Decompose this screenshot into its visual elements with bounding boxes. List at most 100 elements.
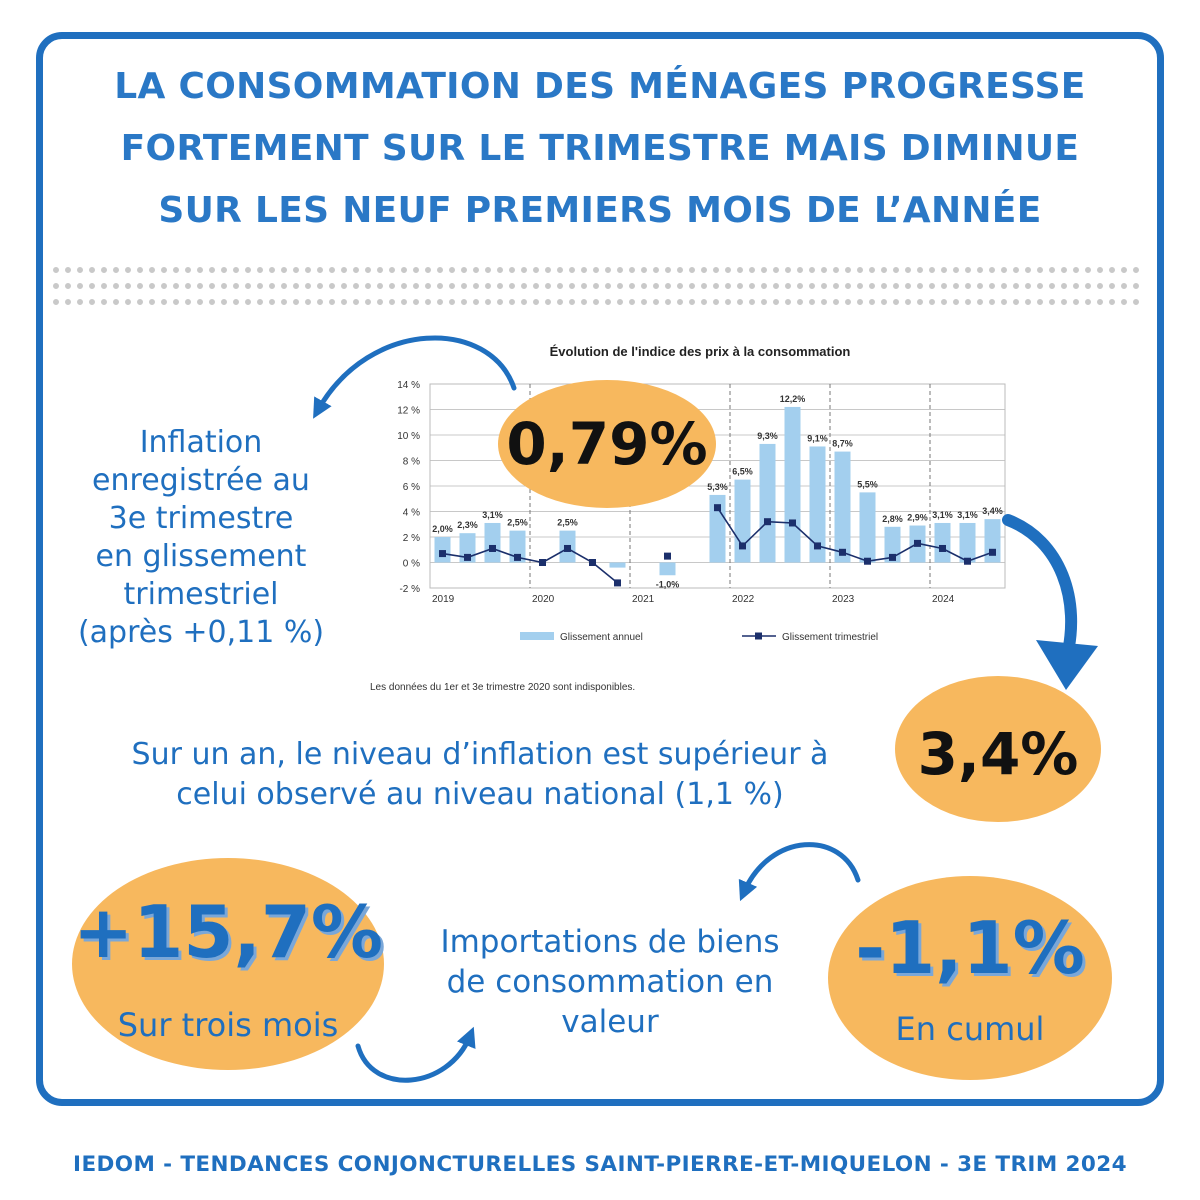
bar-data-label: 3,1% [482,510,503,520]
bar-data-label: 12,2% [780,394,806,404]
trend-point [514,553,521,561]
trend-point [789,519,796,527]
y-tick-label: 2 % [403,533,420,544]
x-year-label: 2019 [432,594,455,605]
trend-point [989,548,996,556]
imports-text-line: Importations de biens [440,924,780,960]
bar-data-label: 6,5% [732,467,753,477]
inflation-text-line: Inflation [139,425,263,460]
footer: IEDOM - TENDANCES CONJONCTURELLES SAINT-… [73,1152,1127,1177]
bar-data-label: 3,1% [932,510,953,520]
bar-data-label: 5,5% [857,479,878,489]
bar-data-label: 5,3% [707,482,728,492]
y-tick-label: 4 % [403,508,420,519]
bar [484,522,501,563]
bar-data-label: 2,3% [457,520,478,530]
dotted-divider-2 [53,283,1148,289]
x-year-label: 2020 [532,594,555,605]
bar [984,519,1001,563]
headline: LA CONSOMMATION DES MÉNAGES PROGRESSE FO… [40,56,1160,242]
trend-point [864,557,871,565]
headline-line-1: LA CONSOMMATION DES MÉNAGES PROGRESSE [114,66,1086,107]
imports-quarter-label: Sur trois mois [117,1006,339,1044]
imports-quarter-value: +15,7% [72,890,384,974]
bar [784,406,801,563]
imports-cumul-label: En cumul [895,1010,1045,1048]
x-year-label: 2023 [832,594,855,605]
bar [659,562,676,576]
inflation-year-value: 3,4% [917,720,1079,788]
bar-data-label: 9,1% [807,433,828,443]
inflation-text-line: en glissement [95,539,307,574]
cpi-chart: Évolution de l'indice des prix à la cons… [360,336,1020,706]
trend-point [839,548,846,556]
imports-cumul-bubble: -1,1% En cumul [828,876,1112,1080]
bar-data-label: 2,0% [432,524,453,534]
trend-point [539,559,546,566]
trend-point [739,542,746,550]
bar-data-label: 3,4% [982,506,1003,516]
legend-line-marker [755,632,762,640]
trend-point [489,544,496,552]
y-tick-label: 0 % [403,559,420,570]
chart-title: Évolution de l'indice des prix à la cons… [550,344,851,359]
x-year-label: 2024 [932,594,955,605]
trend-point [814,542,821,550]
plot-border [429,383,1006,589]
y-tick-label: -2 % [399,584,420,595]
bar-data-label: -1,0% [656,579,680,589]
y-tick-label: 8 % [403,457,420,468]
trend-point [464,553,471,561]
trend-point [964,557,971,565]
y-tick-label: 14 % [397,380,420,391]
headline-line-3: SUR LES NEUF PREMIERS MOIS DE L’ANNÉE [158,190,1042,231]
inflation-quarter-value: 0,79% [506,410,708,478]
bar-data-label: 3,1% [957,510,978,520]
dotted-divider-1 [53,267,1148,273]
bar [734,479,751,563]
trend-point [914,539,921,547]
inflation-text-line: 3e trimestre [108,501,294,536]
y-tick-label: 12 % [397,406,420,417]
legend-bar-label: Glissement annuel [560,632,643,643]
bar-data-label: 2,9% [907,513,928,523]
trend-point [764,518,771,526]
trend-point [939,544,946,552]
x-year-label: 2021 [632,594,655,605]
imports-cumul-value: -1,1% [855,906,1085,990]
bar [509,530,526,563]
headline-line-2: FORTEMENT SUR LE TRIMESTRE MAIS DIMINUE [120,128,1080,169]
bar-data-label: 9,3% [757,431,778,441]
y-tick-label: 6 % [403,482,420,493]
inflation-text-line: trimestriel [123,577,279,612]
inflation-text-line: enregistrée au [92,463,310,498]
bar [759,443,776,563]
imports-text: Importations de biens de consommation en… [420,922,800,1042]
bar [609,562,626,568]
bar [884,526,901,563]
trend-point [614,579,621,587]
y-tick-label: 10 % [397,431,420,442]
bar [859,492,876,563]
bar [834,451,851,563]
trend-point [589,559,596,566]
inflation-text-line: (après +0,11 %) [77,615,325,650]
trend-point [889,553,896,561]
year-text-line: Sur un an, le niveau d’inflation est sup… [131,737,829,772]
inflation-year-bubble: 3,4% [895,676,1101,822]
trend-line [716,507,993,563]
bar [709,494,726,563]
bar-data-label: 2,8% [882,514,903,524]
imports-text-line: de consommation en [446,964,774,1000]
imports-text-line: valeur [561,1004,659,1040]
year-text-line: celui observé au niveau national (1,1 %) [176,777,784,812]
imports-quarter-bubble: +15,7% Sur trois mois [72,858,384,1070]
trend-point [439,550,446,558]
inflation-quarter-text: Inflation enregistrée au 3e trimestre en… [62,424,340,652]
bar [959,522,976,563]
trend-point [664,552,671,560]
inflation-year-text: Sur un an, le niveau d’inflation est sup… [70,735,890,815]
x-year-label: 2022 [732,594,755,605]
trend-line [442,547,619,584]
trend-point [714,504,721,512]
